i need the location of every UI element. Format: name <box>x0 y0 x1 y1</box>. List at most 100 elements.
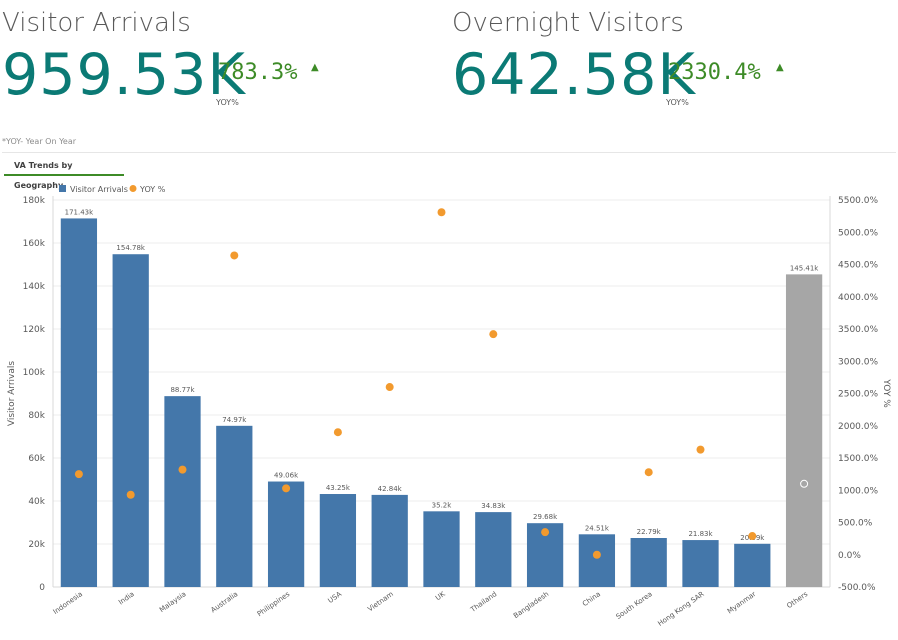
kpi-row: 642.58K 2330.4% ▲ YOY% <box>452 40 784 110</box>
bar <box>112 254 149 587</box>
y2-tick-label: 1000.0% <box>838 486 878 496</box>
x-tick-label: Vietnam <box>366 590 395 613</box>
x-tick-label: Australia <box>209 590 239 614</box>
up-arrow-icon: ▲ <box>776 62 784 73</box>
bar <box>578 534 616 587</box>
x-tick-label: Myanmar <box>726 590 758 615</box>
y2-tick-label: 4000.0% <box>838 293 878 303</box>
y-tick-label: 20k <box>28 540 45 550</box>
yoy-point <box>74 470 83 479</box>
bar-data-label: 74.97k <box>222 416 247 424</box>
bar <box>216 425 253 587</box>
y2-tick-label: 2500.0% <box>838 390 878 400</box>
tab-va-trends[interactable]: VA Trends by Geography <box>4 156 124 190</box>
y2-axis-title: YOY % <box>881 378 891 408</box>
bar-data-label: 21.83k <box>688 530 713 538</box>
x-tick-label: China <box>581 590 602 608</box>
y-tick-label: 120k <box>23 325 46 335</box>
kpi-visitor-arrivals: Visitor Arrivals 959.53K 783.3% ▲ YOY% <box>2 6 319 110</box>
y-tick-label: 180k <box>23 196 46 206</box>
x-tick-label: Bangladesh <box>512 590 550 620</box>
x-tick-label: Philippines <box>256 590 292 618</box>
kpi-unit: YOY% <box>216 98 239 107</box>
y-tick-label: 100k <box>23 368 46 378</box>
x-tick-label: USA <box>327 590 344 605</box>
bar <box>267 481 305 587</box>
y2-tick-label: 3500.0% <box>838 325 878 335</box>
y2-tick-label: 4500.0% <box>838 261 878 271</box>
yoy-point <box>592 550 601 559</box>
x-tick-label: Indonesia <box>52 590 84 616</box>
kpi-value: 959.53K <box>2 42 246 108</box>
x-tick-label: Thailand <box>468 590 498 614</box>
x-tick-label: Others <box>785 590 809 610</box>
bar <box>371 494 408 587</box>
bar-data-label: 171.43k <box>65 208 94 216</box>
kpi-unit: YOY% <box>666 98 689 107</box>
legend-label: YOY % <box>139 185 166 194</box>
bar <box>475 512 512 587</box>
y2-tick-label: -500.0% <box>838 583 876 593</box>
y2-tick-label: 0.0% <box>838 551 861 561</box>
bar <box>630 538 667 587</box>
bar-data-label: 35.2k <box>432 501 453 509</box>
bar <box>734 543 771 587</box>
yoy-point <box>178 465 187 474</box>
y-tick-label: 0 <box>39 583 45 593</box>
y-tick-label: 60k <box>28 454 45 464</box>
y-tick-label: 40k <box>28 497 45 507</box>
yoy-point <box>437 208 446 217</box>
kpi-title: Visitor Arrivals <box>2 8 191 38</box>
yoy-point <box>748 532 757 541</box>
bar <box>164 396 201 587</box>
yoy-point <box>800 479 809 488</box>
legend-label: Visitor Arrivals <box>70 185 128 194</box>
y2-tick-label: 2000.0% <box>838 422 878 432</box>
kpi-row: 959.53K 783.3% ▲ YOY% <box>2 40 319 110</box>
legend-swatch-point <box>129 185 137 192</box>
bar <box>423 511 460 587</box>
bar <box>60 218 98 587</box>
bar-data-label: 88.77k <box>170 386 195 394</box>
yoy-point <box>230 251 239 260</box>
y2-tick-label: 1500.0% <box>838 454 878 464</box>
kpi-title: Overnight Visitors <box>452 8 684 38</box>
x-tick-label: South Korea <box>615 590 654 621</box>
yoy-point <box>385 383 394 392</box>
chart-panel: VA Trends by Geography <box>2 152 896 639</box>
bar <box>785 274 823 587</box>
bar-data-label: 29.68k <box>533 513 558 521</box>
bar-data-label: 24.51k <box>585 524 610 532</box>
y-tick-label: 140k <box>23 282 46 292</box>
bar-data-label: 43.25k <box>326 484 351 492</box>
y-tick-label: 160k <box>23 239 46 249</box>
kpi-change: 783.3% <box>218 60 298 85</box>
yoy-point <box>126 490 135 499</box>
kpi-overnight-visitors: Overnight Visitors 642.58K 2330.4% ▲ YOY… <box>452 6 784 110</box>
legend-swatch-bar <box>59 185 66 192</box>
y2-tick-label: 500.0% <box>838 519 873 529</box>
x-tick-label: Hong Kong SAR <box>656 590 705 628</box>
yoy-point <box>489 330 498 339</box>
yoy-point <box>282 484 291 493</box>
bar-data-label: 145.41k <box>790 264 819 272</box>
x-tick-label: Malaysia <box>158 590 188 614</box>
yoy-point <box>696 445 705 454</box>
x-tick-label: India <box>117 590 136 606</box>
bar <box>319 494 357 587</box>
bar <box>682 540 719 587</box>
bar-data-label: 49.06k <box>274 472 299 480</box>
y-tick-label: 80k <box>28 411 45 421</box>
x-tick-label: UK <box>434 590 447 602</box>
bar-data-label: 34.83k <box>481 502 506 510</box>
yoy-point <box>541 528 550 537</box>
up-arrow-icon: ▲ <box>311 62 319 73</box>
y-axis-title: Visitor Arrivals <box>7 361 17 426</box>
y2-tick-label: 5500.0% <box>838 196 878 206</box>
yoy-point <box>333 428 342 437</box>
kpi-value: 642.58K <box>452 42 696 108</box>
bar-data-label: 42.84k <box>378 485 403 493</box>
y2-tick-label: 3000.0% <box>838 357 878 367</box>
yoy-point <box>644 468 653 477</box>
